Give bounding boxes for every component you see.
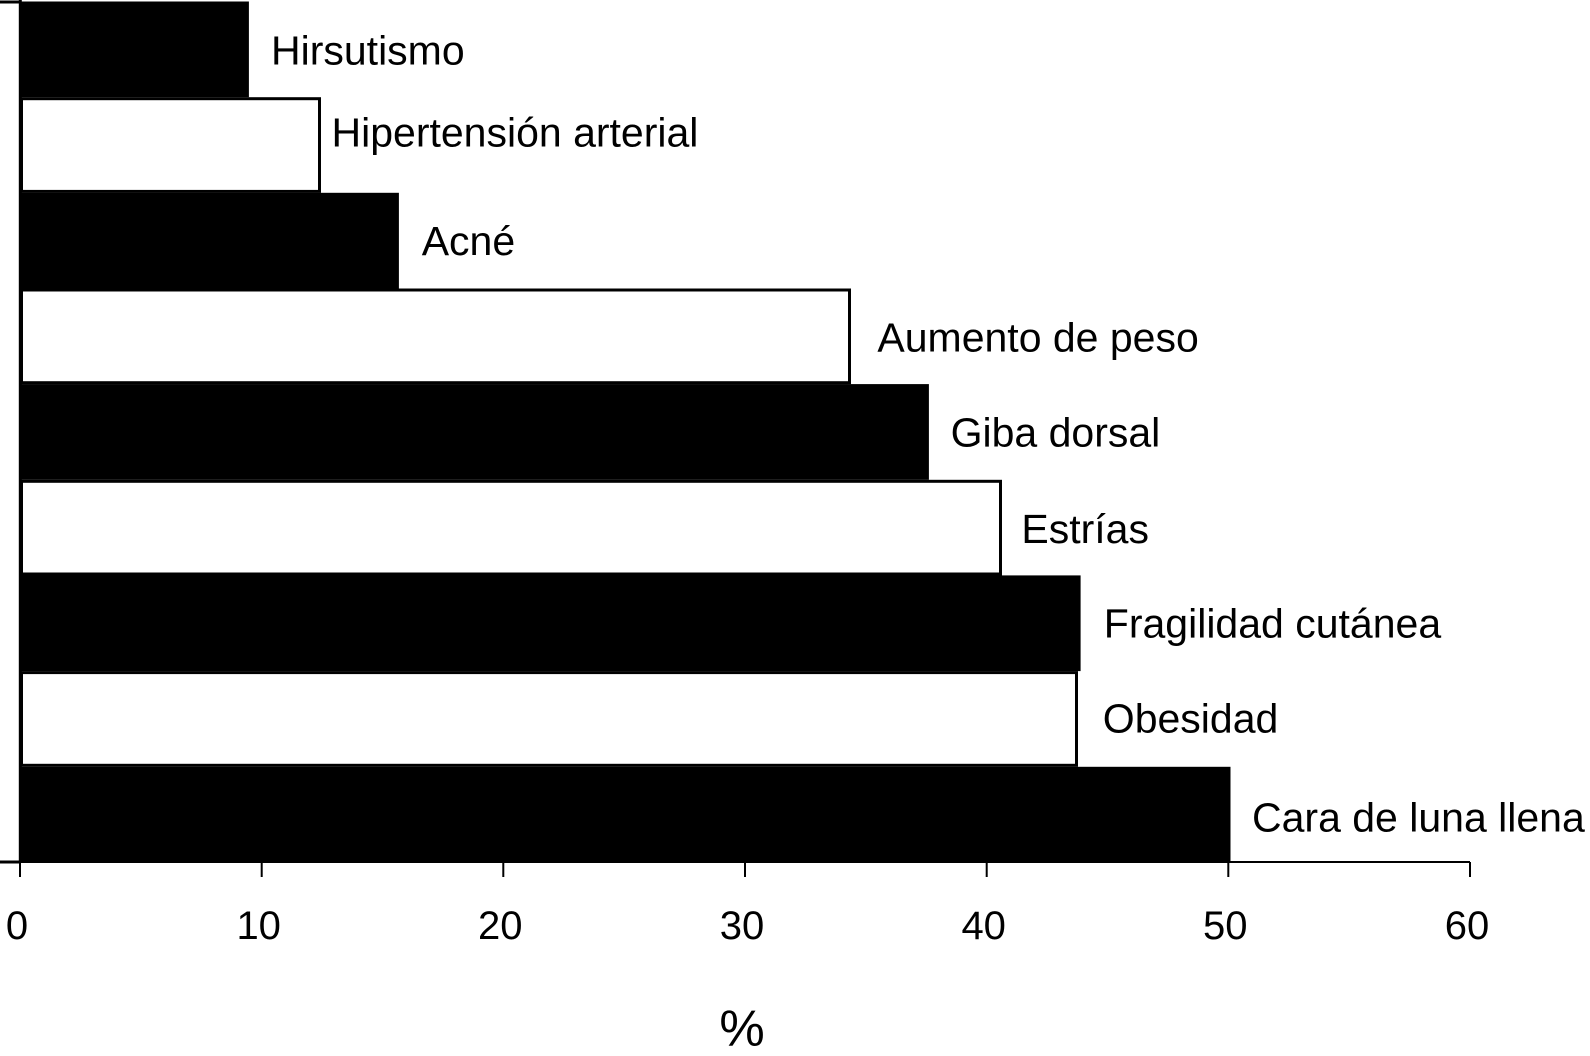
- svg-text:20: 20: [478, 904, 523, 948]
- svg-text:Estrías: Estrías: [1021, 506, 1149, 552]
- svg-text:%: %: [719, 1000, 764, 1056]
- svg-text:Giba dorsal: Giba dorsal: [951, 409, 1161, 455]
- svg-text:50: 50: [1203, 904, 1248, 948]
- svg-text:Fragilidad cutánea: Fragilidad cutánea: [1104, 600, 1442, 646]
- svg-text:Obesidad: Obesidad: [1103, 696, 1279, 742]
- svg-text:40: 40: [961, 904, 1006, 948]
- svg-text:0: 0: [6, 904, 28, 948]
- svg-text:Hipertensión arterial: Hipertensión arterial: [332, 110, 699, 156]
- svg-text:10: 10: [236, 904, 281, 948]
- svg-text:Acné: Acné: [422, 218, 515, 264]
- svg-text:Aumento de peso: Aumento de peso: [877, 315, 1198, 361]
- svg-text:Hirsutismo: Hirsutismo: [271, 28, 465, 74]
- svg-text:30: 30: [720, 904, 765, 948]
- svg-text:60: 60: [1445, 904, 1490, 948]
- svg-text:Cara de luna llena: Cara de luna llena: [1252, 794, 1585, 840]
